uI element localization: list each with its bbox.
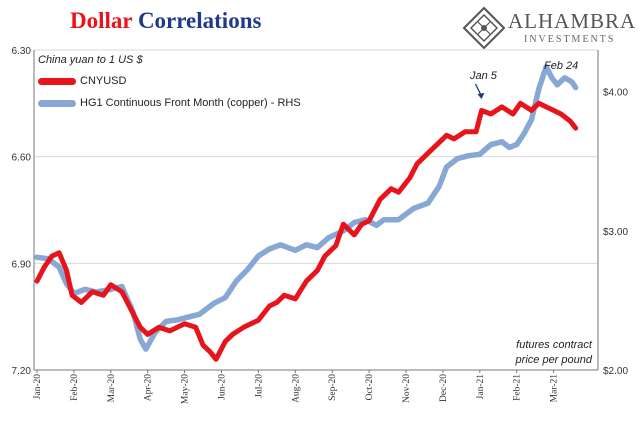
legend-entry-cnyusd: CNYUSD [38,70,301,92]
units-note-line2: price per pound [515,354,592,366]
left-tick-label: 6.30 [12,46,32,57]
x-tick-label: Oct-20 [365,374,375,401]
x-axis-ticks: Jan-20 Feb-20 Mar-20 Apr-20 May-20 Jun-20 Jul-… [33,370,560,404]
x-tick-label: May-20 [181,374,191,404]
units-note: futures contract price per pound [516,338,592,368]
annotation-jan5: Jan 5 [470,70,497,82]
legend-entry-copper: HG1 Continuous Front Month (copper) - RH… [38,92,301,114]
x-tick-label: Jan-21 [476,374,486,400]
right-tick-label: $2.00 [603,366,628,377]
chart-subtitle: China yuan to 1 US $ [38,54,143,66]
logo-name: ALHAMBRA [508,9,637,33]
x-tick-label: Aug-20 [291,374,301,403]
x-tick-label: Feb-20 [70,374,80,401]
annotation-arrowhead-jan5 [477,93,485,99]
series-line-cnyusd [34,100,579,362]
brand-logo: ALHAMBRA INVESTMENTS [462,6,637,50]
legend-label-cnyusd: CNYUSD [80,75,127,87]
axes [33,50,599,371]
logo-subtitle: INVESTMENTS [524,34,616,45]
legend: CNYUSD HG1 Continuous Front Month (coppe… [38,70,301,114]
x-tick-label: Jan-20 [33,374,43,400]
title-word-dollar: Dollar [70,8,133,33]
chart-title: Dollar Correlations [70,8,261,34]
legend-label-copper: HG1 Continuous Front Month (copper) - RH… [80,97,301,109]
x-tick-label: Feb-21 [513,374,523,401]
annotation-arrows [474,83,485,99]
x-tick-label: Mar-20 [107,374,117,403]
x-tick-label: Dec-20 [439,374,449,402]
x-tick-label: Jul-20 [254,374,264,398]
x-tick-label: Apr-20 [144,374,154,401]
right-axis-ticks: $4.00 $3.00 $2.00 [603,88,628,377]
left-tick-label: 7.20 [12,366,32,377]
x-tick-label: Nov-20 [402,374,412,403]
x-tick-label: Mar-21 [550,374,560,403]
title-word-correlations: Correlations [137,8,262,33]
left-tick-label: 6.60 [12,153,32,164]
x-tick-label: Sep-20 [328,374,338,401]
left-axis-ticks: 6.30 6.60 6.90 7.20 [12,46,32,377]
diamond-logo-icon [462,6,506,50]
x-tick-label: Jun-20 [218,374,228,400]
legend-swatch-copper [38,99,76,107]
units-note-line1: futures contract [516,339,592,351]
annotation-feb24: Feb 24 [544,60,579,72]
legend-swatch-cnyusd [38,77,76,85]
right-tick-label: $4.00 [603,88,628,99]
left-tick-label: 6.90 [12,259,32,270]
series-layer [34,63,579,362]
right-tick-label: $3.00 [603,227,628,238]
